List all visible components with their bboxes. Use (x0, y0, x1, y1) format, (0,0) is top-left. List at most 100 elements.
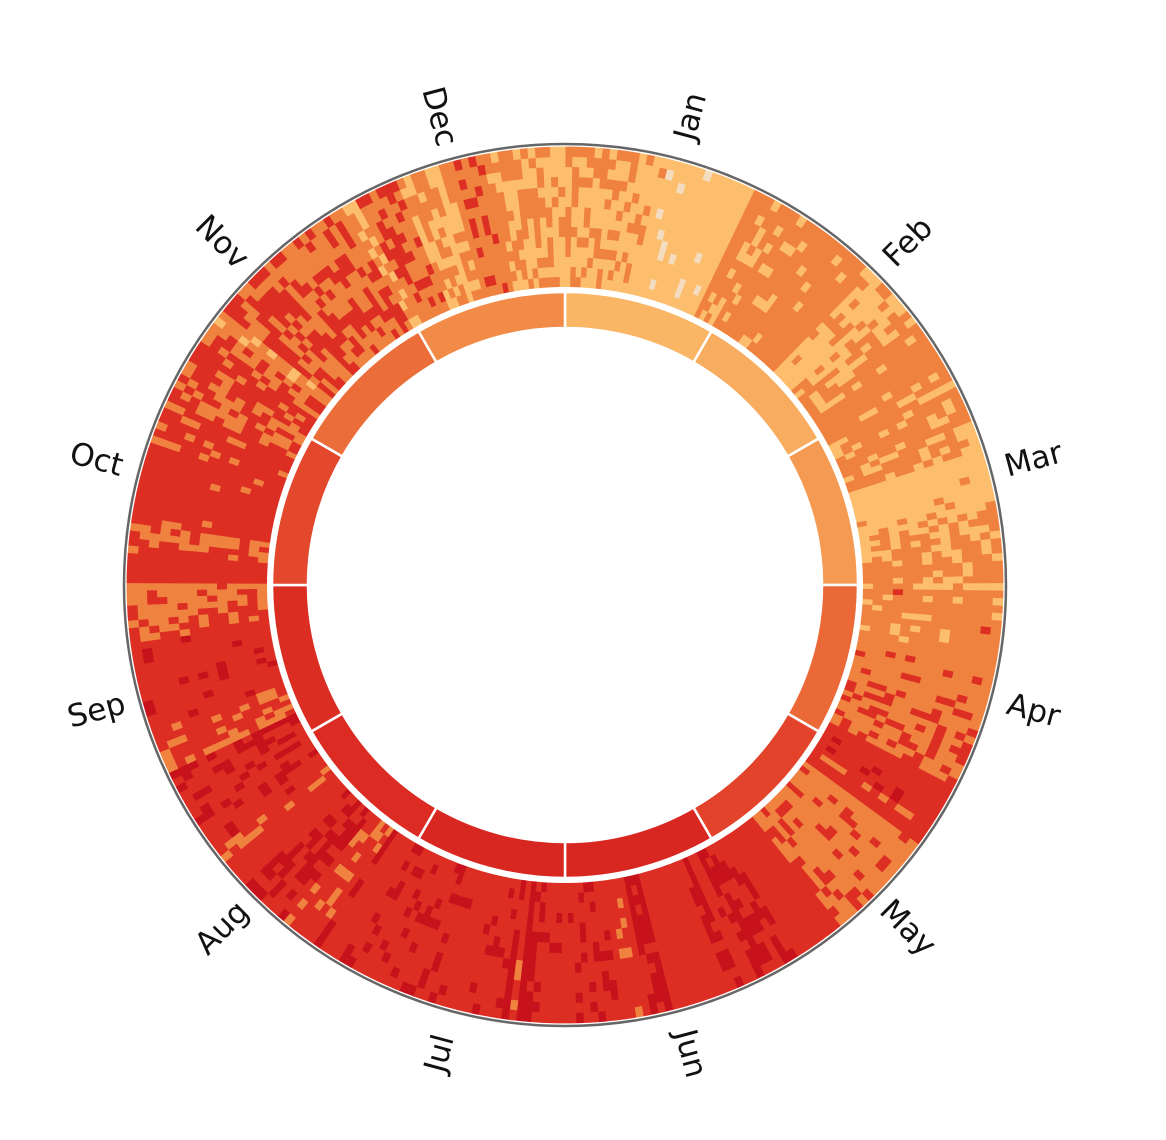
heatmap-cell (338, 828, 351, 841)
heatmap-cell (553, 1012, 562, 1024)
heatmap-cell (677, 995, 688, 1009)
heatmap-cell (145, 668, 158, 679)
heatmap-cell (642, 973, 653, 986)
heatmap-cell (554, 982, 562, 994)
heatmap-cell (707, 900, 718, 913)
heatmap-cell (518, 889, 526, 901)
heatmap-cell (901, 612, 913, 620)
heatmap-cell (250, 729, 263, 740)
heatmap-cell (257, 562, 268, 569)
heatmap-cell (211, 763, 224, 775)
heatmap-cell (385, 885, 396, 899)
heatmap-cell (485, 934, 495, 947)
heatmap-cell (252, 755, 265, 766)
heatmap-cell (754, 214, 766, 227)
heatmap-cell (379, 240, 391, 254)
heatmap-cell (719, 848, 730, 861)
heatmap-cell (937, 788, 951, 801)
heatmap-cell (578, 912, 586, 924)
heatmap-cell (353, 357, 365, 369)
heatmap-cell (762, 289, 774, 302)
heatmap-cell (824, 841, 837, 854)
heatmap-cell (768, 851, 780, 864)
heatmap-cell (547, 972, 555, 984)
heatmap-cell (362, 297, 374, 310)
heatmap-cell (882, 583, 894, 590)
heatmap-cell (875, 714, 888, 724)
heatmap-cell (852, 840, 865, 853)
heatmap-cell (634, 244, 643, 256)
heatmap-cell (776, 353, 788, 366)
heatmap-cell (911, 729, 924, 740)
heatmap-cell (189, 627, 201, 636)
heatmap-cell (366, 201, 379, 215)
heatmap-cell (912, 601, 923, 609)
heatmap-cell (664, 168, 675, 181)
heatmap-cell (489, 253, 499, 266)
heatmap-cell (790, 339, 802, 351)
heatmap-cell (897, 447, 910, 458)
heatmap-cell (946, 649, 958, 659)
heatmap-cell (366, 259, 379, 272)
heatmap-cell (770, 910, 783, 923)
heatmap-cell (213, 316, 227, 329)
heatmap-cell (216, 594, 228, 602)
heatmap-cell (419, 847, 430, 860)
heatmap-cell (691, 240, 702, 253)
heatmap-cell (914, 723, 927, 734)
heatmap-cell (231, 519, 244, 528)
heatmap-cell (228, 617, 240, 625)
heatmap-cell (597, 930, 606, 942)
heatmap-cell (311, 404, 324, 416)
heatmap-cell (860, 437, 873, 448)
heatmap-cell (877, 825, 891, 838)
heatmap-cell (722, 287, 733, 300)
heatmap-cell (266, 364, 279, 376)
heatmap-cell (176, 589, 188, 597)
heatmap-cell (752, 282, 764, 296)
heatmap-cell (607, 269, 615, 281)
heatmap-cell (324, 931, 338, 945)
heatmap-cell (707, 314, 718, 327)
heatmap-cell (840, 276, 853, 289)
heatmap-cell (253, 271, 266, 285)
heatmap-cell (228, 385, 241, 397)
heatmap-cell (870, 765, 883, 777)
heatmap-cell (655, 207, 665, 220)
heatmap-cell (729, 327, 741, 340)
heatmap-cell (909, 735, 922, 746)
heatmap-cell (312, 339, 325, 352)
heatmap-cell (503, 948, 512, 960)
heatmap-cell (664, 885, 674, 897)
heatmap-cell (739, 939, 752, 952)
heatmap-cell (260, 786, 273, 798)
heatmap-cell (306, 918, 320, 932)
heatmap-cell (836, 246, 850, 260)
heatmap-cell (964, 660, 977, 670)
heatmap-cell (721, 948, 733, 961)
heatmap-cell (373, 947, 386, 961)
heatmap-cell (803, 847, 816, 860)
heatmap-cell (485, 1005, 496, 1018)
heatmap-cell (622, 272, 631, 284)
heatmap-cell (431, 304, 441, 317)
heatmap-cell (920, 539, 932, 547)
heatmap-cell (369, 222, 381, 236)
heatmap-cell (231, 759, 245, 771)
heatmap-cell (750, 827, 761, 840)
heatmap-cell (291, 778, 304, 790)
heatmap-cell (809, 344, 822, 357)
heatmap-cell (849, 828, 862, 842)
heatmap-cell (131, 515, 143, 525)
heatmap-cell (167, 485, 180, 496)
heatmap-cell (700, 859, 711, 871)
heatmap-cell (239, 428, 253, 439)
heatmap-cell (866, 318, 880, 332)
heatmap-cell (646, 993, 657, 1006)
heatmap-cell (307, 854, 320, 867)
heatmap-cell (748, 912, 760, 925)
heatmap-cell (807, 260, 820, 274)
heatmap-cell (738, 333, 749, 346)
heatmap-cell (561, 952, 569, 964)
heatmap-cell (336, 914, 348, 928)
